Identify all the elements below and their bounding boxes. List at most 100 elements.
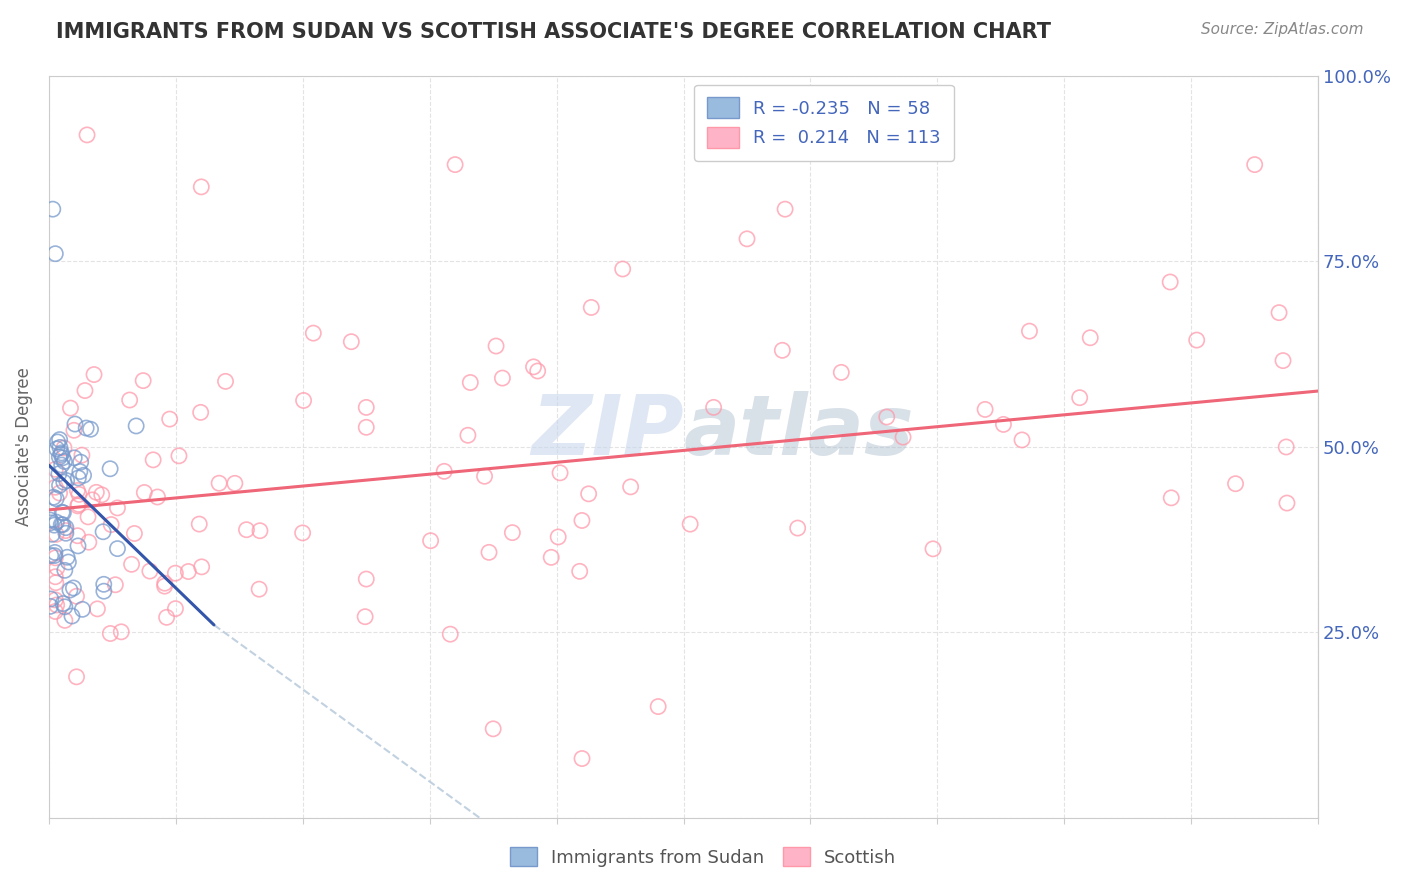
- Point: [548, 466, 571, 480]
- Point: [568, 565, 591, 579]
- Point: [249, 524, 271, 538]
- Point: [460, 376, 482, 390]
- Point: [93, 577, 115, 591]
- Point: [1011, 433, 1033, 447]
- Point: [993, 417, 1015, 432]
- Point: [46, 434, 69, 449]
- Point: [100, 517, 122, 532]
- Point: [79, 422, 101, 436]
- Point: [224, 476, 246, 491]
- Point: [142, 453, 165, 467]
- Point: [167, 449, 190, 463]
- Point: [77, 535, 100, 549]
- Point: [773, 202, 796, 216]
- Point: [48, 450, 70, 464]
- Point: [165, 566, 187, 581]
- Point: [457, 428, 479, 442]
- Point: [526, 364, 548, 378]
- Point: [52, 517, 75, 532]
- Point: [58, 555, 80, 569]
- Point: [66, 539, 89, 553]
- Point: [433, 464, 456, 478]
- Point: [67, 497, 90, 511]
- Point: [1243, 158, 1265, 172]
- Point: [98, 462, 121, 476]
- Point: [48, 478, 70, 492]
- Point: [98, 626, 121, 640]
- Point: [190, 405, 212, 419]
- Point: [39, 549, 62, 563]
- Point: [922, 541, 945, 556]
- Point: [83, 368, 105, 382]
- Point: [44, 480, 66, 494]
- Point: [478, 545, 501, 559]
- Point: [44, 545, 66, 559]
- Point: [1225, 476, 1247, 491]
- Point: [482, 722, 505, 736]
- Point: [39, 513, 62, 527]
- Point: [177, 565, 200, 579]
- Point: [125, 419, 148, 434]
- Point: [44, 593, 66, 607]
- Point: [1160, 491, 1182, 505]
- Point: [501, 525, 523, 540]
- Point: [41, 527, 63, 541]
- Point: [56, 550, 79, 565]
- Point: [75, 421, 97, 435]
- Point: [51, 505, 73, 519]
- Point: [571, 751, 593, 765]
- Point: [55, 524, 77, 538]
- Point: [146, 490, 169, 504]
- Point: [419, 533, 441, 548]
- Point: [302, 326, 325, 340]
- Point: [52, 475, 75, 490]
- Point: [45, 491, 67, 506]
- Point: [612, 262, 634, 277]
- Point: [214, 375, 236, 389]
- Point: [876, 409, 898, 424]
- Point: [208, 476, 231, 491]
- Point: [39, 592, 62, 607]
- Point: [44, 550, 66, 565]
- Point: [1275, 440, 1298, 454]
- Point: [107, 541, 129, 556]
- Point: [91, 524, 114, 539]
- Point: [90, 488, 112, 502]
- Point: [485, 339, 508, 353]
- Point: [107, 500, 129, 515]
- Point: [620, 480, 643, 494]
- Point: [139, 564, 162, 578]
- Point: [69, 455, 91, 469]
- Point: [44, 604, 66, 618]
- Point: [356, 401, 378, 415]
- Point: [63, 417, 86, 431]
- Point: [70, 448, 93, 462]
- Point: [86, 485, 108, 500]
- Point: [974, 402, 997, 417]
- Point: [190, 180, 212, 194]
- Point: [1275, 496, 1298, 510]
- Point: [581, 301, 603, 315]
- Point: [45, 515, 67, 529]
- Point: [39, 516, 62, 530]
- Point: [42, 490, 65, 504]
- Point: [55, 526, 77, 541]
- Point: [292, 393, 315, 408]
- Y-axis label: Associate's Degree: Associate's Degree: [15, 368, 32, 526]
- Point: [45, 527, 67, 541]
- Point: [44, 462, 66, 476]
- Point: [52, 450, 75, 465]
- Point: [165, 601, 187, 615]
- Point: [66, 529, 89, 543]
- Point: [59, 401, 82, 415]
- Point: [63, 423, 86, 437]
- Point: [190, 559, 212, 574]
- Point: [53, 613, 76, 627]
- Point: [46, 560, 69, 574]
- Point: [1272, 353, 1295, 368]
- Point: [838, 143, 860, 157]
- Point: [48, 467, 70, 481]
- Point: [44, 518, 66, 533]
- Point: [891, 430, 914, 444]
- Point: [153, 579, 176, 593]
